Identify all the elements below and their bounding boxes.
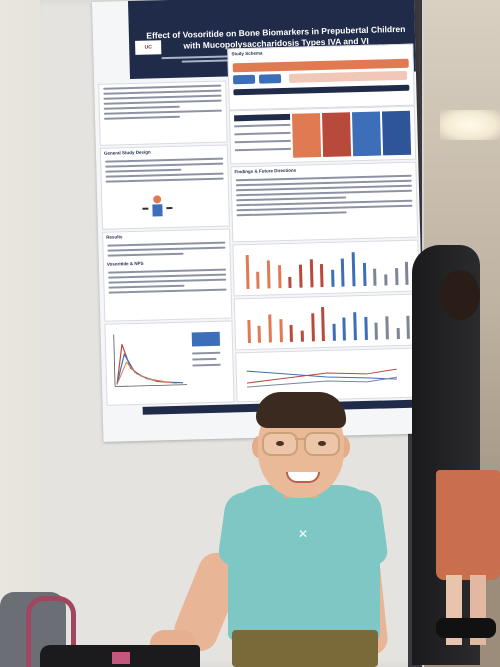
poster-line-chart-section (104, 320, 235, 406)
child-pants (232, 630, 378, 667)
shirt-logo-icon: ✕ (298, 527, 309, 541)
glasses-lens-left (262, 432, 298, 456)
research-poster: UC Effect of Vosoritide on Bone Biomarke… (92, 0, 426, 442)
poster-line-chart-right-section (235, 347, 423, 403)
line-chart-right (246, 368, 398, 388)
line-chart-left (113, 331, 221, 387)
glasses-lens-right (304, 432, 340, 456)
glasses (262, 432, 340, 456)
person-orange-skirt (436, 470, 500, 580)
person-head (440, 270, 480, 320)
person-shoes (436, 618, 496, 638)
handlebar-grip-band (112, 652, 130, 664)
backpack-strap (26, 596, 76, 667)
teal-shirt (228, 485, 380, 640)
glasses-bridge (295, 438, 305, 440)
child-hair (256, 392, 346, 428)
ceiling-light (440, 110, 500, 140)
